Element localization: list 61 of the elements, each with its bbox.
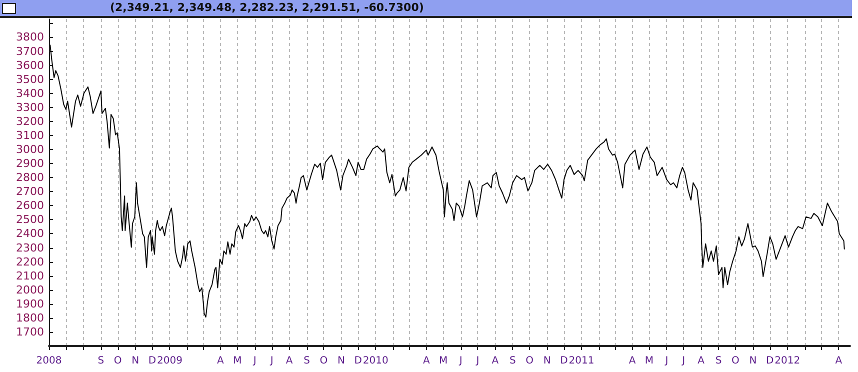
line-series	[50, 44, 845, 318]
x-tick-label: O	[320, 356, 328, 366]
chart-title: (2,349.21, 2,349.48, 2,282.23, 2,291.51, -60.7300)	[110, 1, 424, 15]
x-tick-label: J	[475, 356, 480, 366]
y-tick-label: 3500	[16, 72, 44, 86]
x-tick-label: J	[252, 356, 256, 366]
x-tick-label: S	[510, 356, 516, 366]
y-tick-label: 2600	[16, 199, 44, 212]
y-tick-label: 3600	[16, 58, 44, 72]
y-tick-label: 1700	[16, 325, 44, 338]
y-tick-label: 3000	[16, 143, 44, 156]
x-tick-label: 2011	[568, 356, 594, 366]
x-tick-label: A	[422, 356, 430, 366]
x-tick-label: D	[766, 356, 774, 366]
x-tick-label: M	[644, 356, 654, 366]
y-tick-label: 3700	[16, 44, 44, 58]
x-tick-label: S	[715, 356, 722, 366]
x-tick-label: O	[526, 356, 534, 366]
x-tick-label: A	[835, 356, 842, 366]
y-tick-label: 1900	[16, 297, 44, 310]
x-tick-label: M	[438, 356, 448, 366]
x-tick-label: O	[732, 356, 740, 366]
x-tick-label: A	[286, 356, 293, 366]
x-tick-label: N	[337, 356, 345, 366]
x-tick-label: O	[114, 356, 122, 366]
x-tick-label: A	[698, 356, 705, 366]
y-tick-label: 2900	[16, 157, 44, 170]
y-tick-label: 1800	[16, 311, 44, 324]
y-tick-label: 2000	[16, 283, 44, 296]
x-tick-label: S	[304, 356, 310, 366]
x-tick-label: D	[560, 356, 568, 366]
x-tick-label: A	[492, 356, 499, 366]
x-tick-label: A	[217, 356, 224, 366]
y-tick-label: 2400	[16, 227, 44, 240]
x-tick-label: N	[749, 356, 757, 366]
y-tick-label: 2200	[16, 255, 44, 268]
x-tick-label: J	[269, 356, 274, 366]
x-tick-label: J	[458, 356, 462, 366]
y-tick-label: 3400	[16, 86, 44, 100]
y-tick-label: 2500	[16, 213, 44, 226]
x-tick-label: M	[233, 356, 242, 366]
x-tick-label: D	[148, 356, 156, 366]
x-tick-label: 2012	[774, 356, 800, 366]
y-tick-label: 2700	[16, 185, 44, 198]
x-tick-label: S	[98, 356, 104, 366]
y-tick-label: 3100	[16, 128, 44, 142]
x-tick-label: 2009	[156, 356, 182, 366]
x-tick-label: N	[543, 356, 551, 366]
x-tick-label: A	[628, 356, 636, 366]
y-tick-label: 3300	[16, 100, 44, 114]
y-tick-label: 3800	[16, 30, 44, 44]
y-tick-label: 2800	[16, 171, 44, 184]
x-tick-label: 2010	[362, 356, 388, 366]
x-tick-label: D	[354, 356, 362, 366]
y-tick-label: 2100	[16, 269, 44, 282]
y-tick-label: 3200	[16, 114, 44, 128]
y-tick-label: 2300	[16, 241, 44, 254]
x-tick-label: N	[132, 356, 140, 366]
x-tick-label: J	[681, 356, 686, 366]
x-tick-label: 2008	[36, 356, 62, 366]
x-tick-label: J	[664, 356, 668, 366]
